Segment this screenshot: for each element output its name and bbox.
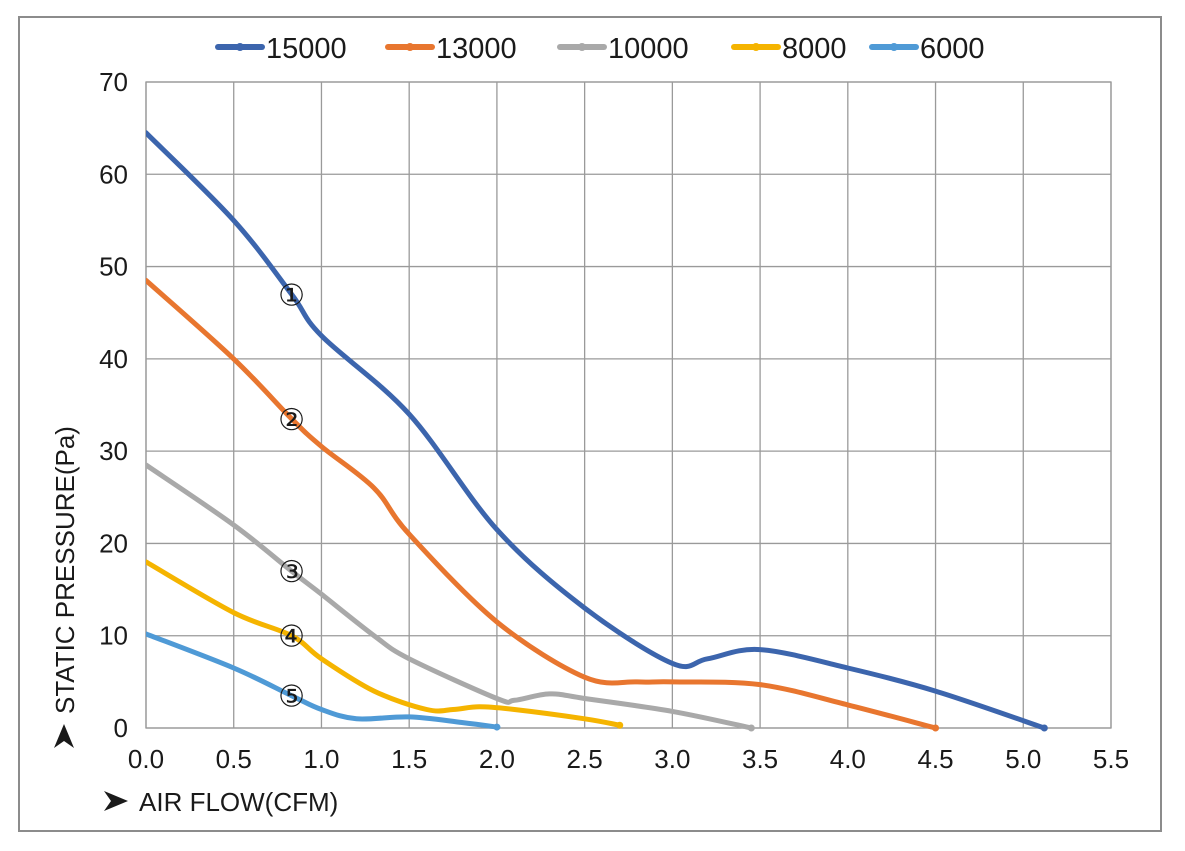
legend-item-8000: 8000 bbox=[731, 33, 847, 65]
legend-label: 8000 bbox=[782, 33, 847, 65]
y-tick-label: 0 bbox=[114, 713, 128, 743]
series-line-13000 bbox=[146, 277, 938, 731]
series-lines bbox=[146, 130, 1048, 732]
series-line-15000 bbox=[146, 130, 1047, 731]
series-end-point bbox=[747, 724, 755, 732]
legend-swatch-marker bbox=[406, 43, 414, 51]
series-end-point bbox=[616, 721, 624, 729]
curve-marker-label: ① bbox=[278, 278, 305, 313]
y-axis-title: STATIC PRESSURE(Pa) bbox=[50, 426, 80, 748]
x-tick-label: 1.0 bbox=[303, 744, 339, 774]
series-line-6000 bbox=[146, 631, 500, 730]
x-tick-label: 1.5 bbox=[391, 744, 427, 774]
y-tick-label: 70 bbox=[99, 67, 128, 97]
chart-frame bbox=[18, 16, 1162, 832]
curve-marker-label: ④ bbox=[278, 620, 305, 655]
x-axis-title: AIR FLOW(CFM) bbox=[104, 787, 338, 817]
x-tick-label: 2.0 bbox=[479, 744, 515, 774]
y-tick-label: 50 bbox=[99, 252, 128, 282]
legend-label: 15000 bbox=[266, 33, 347, 65]
legend: 15000 13000 10000 8000 6000 bbox=[215, 33, 985, 65]
legend-label: 10000 bbox=[608, 33, 689, 65]
legend-swatch-marker bbox=[890, 43, 898, 51]
x-axis-label: AIR FLOW(CFM) bbox=[139, 787, 338, 817]
y-tick-labels: 0 10 20 30 40 50 60 70 bbox=[99, 67, 128, 743]
x-tick-label: 0.5 bbox=[216, 744, 252, 774]
x-tick-label: 3.0 bbox=[654, 744, 690, 774]
curve-marker-label: ⑤ bbox=[278, 680, 305, 715]
legend-swatch-marker bbox=[236, 43, 244, 51]
x-tick-label: 0.0 bbox=[128, 744, 164, 774]
x-tick-labels: 0.0 0.5 1.0 1.5 2.0 2.5 3.0 3.5 4.0 4.5 5.0 5.5 bbox=[128, 744, 1129, 774]
series-end-point bbox=[932, 724, 940, 732]
x-tick-label: 5.0 bbox=[1005, 744, 1041, 774]
curve-marker-label: ② bbox=[278, 403, 305, 438]
legend-item-6000: 6000 bbox=[869, 33, 985, 65]
series-line-8000 bbox=[146, 559, 623, 728]
legend-label: 13000 bbox=[436, 33, 517, 65]
y-tick-label: 20 bbox=[99, 528, 128, 558]
plot-area-border bbox=[145, 81, 1112, 729]
series-line-10000 bbox=[146, 462, 754, 731]
x-tick-label: 3.5 bbox=[742, 744, 778, 774]
legend-item-10000: 10000 bbox=[557, 33, 689, 65]
legend-item-15000: 15000 bbox=[215, 33, 347, 65]
series-end-point bbox=[1040, 724, 1048, 732]
y-tick-label: 60 bbox=[99, 159, 128, 189]
x-tick-label: 4.5 bbox=[917, 744, 953, 774]
y-tick-label: 40 bbox=[99, 344, 128, 374]
y-axis-arrow-icon bbox=[54, 724, 74, 748]
legend-swatch-marker bbox=[578, 43, 586, 51]
y-tick-label: 30 bbox=[99, 436, 128, 466]
curve-markers: ① ② ③ ④ ⑤ bbox=[278, 278, 305, 714]
y-axis-label: STATIC PRESSURE(Pa) bbox=[50, 426, 80, 714]
x-tick-label: 4.0 bbox=[830, 744, 866, 774]
grid bbox=[145, 81, 1112, 729]
x-tick-label: 2.5 bbox=[567, 744, 603, 774]
x-axis-arrow-icon bbox=[104, 791, 128, 811]
legend-swatch-marker bbox=[752, 43, 760, 51]
legend-label: 6000 bbox=[920, 33, 985, 65]
x-tick-label: 5.5 bbox=[1093, 744, 1129, 774]
legend-item-13000: 13000 bbox=[385, 33, 517, 65]
curve-marker-label: ③ bbox=[278, 555, 305, 590]
series-end-point bbox=[493, 723, 501, 731]
y-tick-label: 10 bbox=[99, 621, 128, 651]
